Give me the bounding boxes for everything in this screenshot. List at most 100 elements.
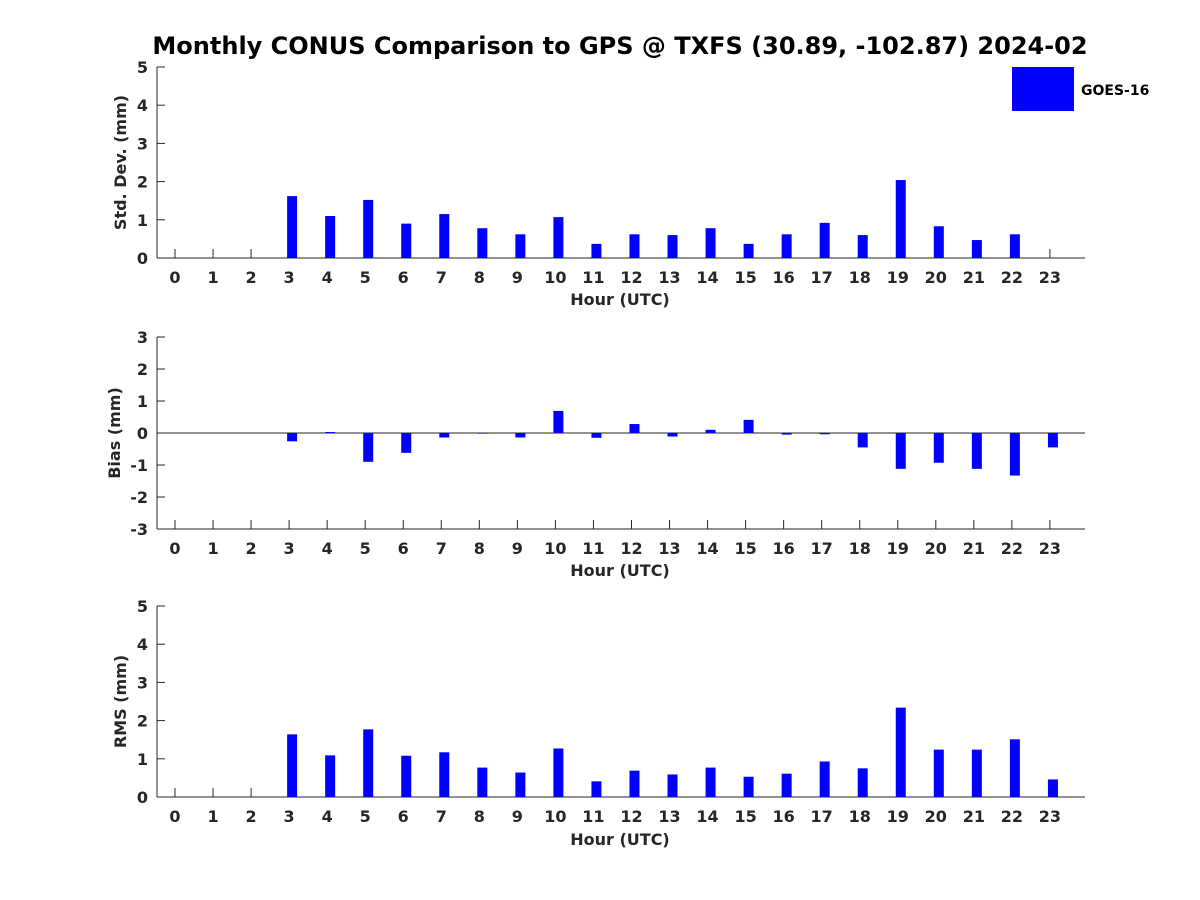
y-tick-label: -1	[130, 456, 148, 475]
x-tick-label: 3	[284, 268, 295, 287]
x-tick-label: 14	[696, 268, 718, 287]
y-tick-label: 3	[137, 673, 148, 692]
x-tick-label: 16	[773, 539, 795, 558]
bar	[401, 755, 412, 797]
x-tick-label: 11	[582, 807, 604, 826]
bar	[667, 774, 678, 797]
x-tick-label: 1	[207, 268, 218, 287]
y-tick-label: 4	[137, 635, 148, 654]
bar	[743, 419, 754, 433]
x-tick-label: 2	[246, 807, 257, 826]
bar	[895, 707, 906, 797]
y-tick-label: 0	[137, 249, 148, 268]
x-tick-label: 23	[1039, 807, 1061, 826]
x-tick-label: 21	[963, 539, 985, 558]
x-tick-label: 10	[544, 539, 566, 558]
x-tick-label: 4	[322, 807, 333, 826]
x-tick-label: 0	[169, 539, 180, 558]
x-tick-label: 22	[1001, 268, 1023, 287]
y-tick-label: 5	[137, 58, 148, 77]
y-tick-label: -3	[130, 520, 148, 539]
bar	[781, 433, 792, 435]
bar	[857, 235, 868, 258]
x-tick-label: 2	[246, 539, 257, 558]
y-tick-label: 4	[137, 96, 148, 115]
x-tick-label: 20	[925, 807, 947, 826]
x-tick-label: 14	[696, 807, 718, 826]
legend-swatch	[1012, 67, 1074, 111]
bar	[1009, 234, 1020, 258]
x-tick-label: 20	[925, 539, 947, 558]
bar	[1047, 433, 1058, 448]
y-tick-label: 2	[137, 173, 148, 192]
x-tick-label: 4	[322, 268, 333, 287]
x-tick-label: 23	[1039, 268, 1061, 287]
bar	[819, 222, 830, 258]
x-tick-label: 1	[207, 539, 218, 558]
x-tick-label: 19	[887, 807, 909, 826]
bar	[629, 424, 640, 433]
bar	[743, 243, 754, 258]
x-tick-label: 19	[887, 539, 909, 558]
x-tick-label: 8	[474, 539, 485, 558]
x-tick-label: 5	[360, 807, 371, 826]
y-axis-label: Bias (mm)	[105, 387, 124, 479]
x-tick-label: 10	[544, 268, 566, 287]
y-tick-label: 2	[137, 712, 148, 731]
x-tick-label: 18	[849, 268, 871, 287]
y-tick-label: 1	[137, 392, 148, 411]
x-tick-label: 5	[360, 268, 371, 287]
y-axis-label: Std. Dev. (mm)	[111, 95, 130, 230]
bar	[971, 433, 982, 469]
bar	[667, 235, 678, 258]
y-tick-label: 0	[137, 424, 148, 443]
bar	[363, 729, 374, 797]
x-tick-label: 12	[620, 268, 642, 287]
x-tick-label: 12	[620, 539, 642, 558]
y-tick-label: 1	[137, 750, 148, 769]
x-tick-label: 8	[474, 807, 485, 826]
y-tick-label: 5	[137, 597, 148, 616]
x-axis-label: Hour (UTC)	[570, 290, 670, 309]
x-tick-label: 7	[436, 539, 447, 558]
x-tick-label: 15	[734, 807, 756, 826]
x-tick-label: 3	[284, 539, 295, 558]
bar	[439, 433, 450, 438]
x-tick-label: 21	[963, 807, 985, 826]
bar	[591, 781, 602, 797]
bar	[933, 749, 944, 797]
x-tick-label: 13	[658, 539, 680, 558]
x-tick-label: 7	[436, 807, 447, 826]
bar	[287, 734, 298, 797]
x-tick-label: 9	[512, 807, 523, 826]
x-tick-label: 18	[849, 539, 871, 558]
bar	[477, 767, 488, 797]
x-tick-label: 4	[322, 539, 333, 558]
bar	[857, 433, 868, 448]
x-tick-label: 6	[398, 539, 409, 558]
bar	[477, 228, 488, 258]
x-tick-label: 15	[734, 539, 756, 558]
bar	[363, 433, 374, 462]
x-tick-label: 15	[734, 268, 756, 287]
bar	[287, 433, 298, 442]
bar	[553, 217, 564, 258]
x-tick-label: 9	[512, 268, 523, 287]
x-tick-label: 23	[1039, 539, 1061, 558]
x-tick-label: 0	[169, 807, 180, 826]
x-tick-label: 10	[544, 807, 566, 826]
bar	[933, 226, 944, 258]
x-tick-label: 9	[512, 539, 523, 558]
y-tick-label: -2	[130, 488, 148, 507]
bar	[971, 240, 982, 258]
bar	[1047, 779, 1058, 797]
x-tick-label: 21	[963, 268, 985, 287]
bar	[705, 767, 716, 797]
x-tick-label: 20	[925, 268, 947, 287]
bar	[629, 234, 640, 258]
legend-label: GOES-16	[1081, 83, 1149, 99]
x-tick-label: 6	[398, 268, 409, 287]
